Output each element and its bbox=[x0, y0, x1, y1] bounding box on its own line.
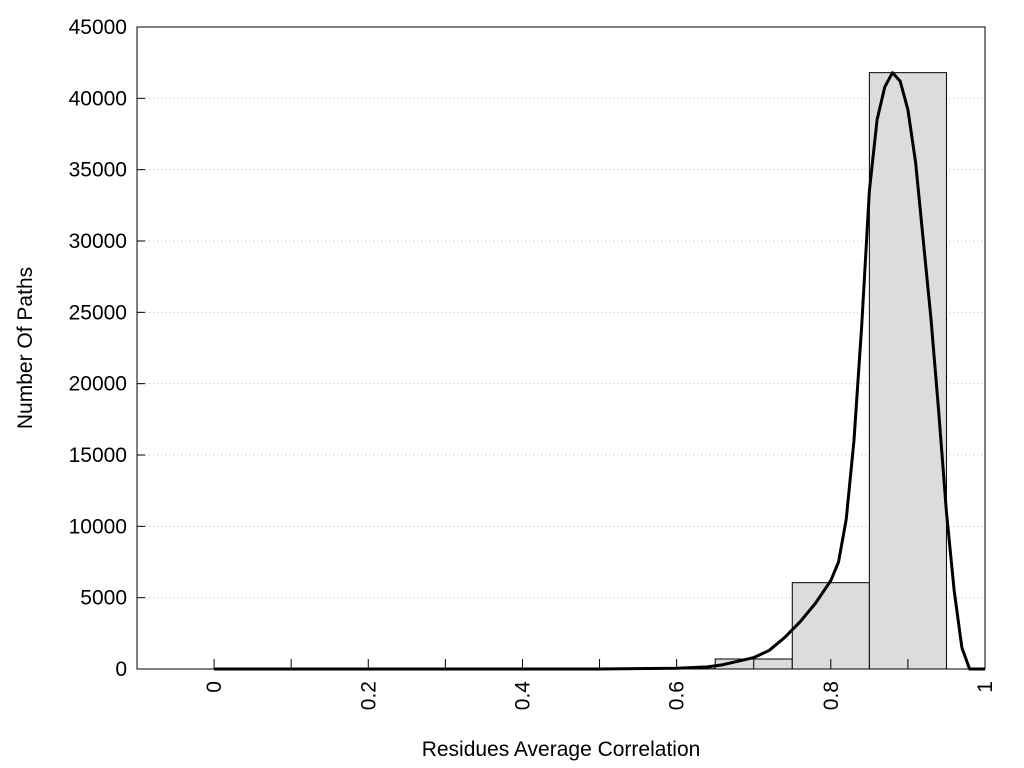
y-tick-label: 5000 bbox=[80, 587, 127, 610]
x-tick-label: 0.2 bbox=[357, 681, 380, 710]
x-tick-label: 1 bbox=[974, 681, 997, 693]
y-tick-label: 10000 bbox=[69, 515, 127, 538]
x-tick-label: 0.8 bbox=[820, 681, 843, 710]
y-tick-label: 35000 bbox=[69, 159, 127, 182]
y-tick-label: 40000 bbox=[69, 87, 127, 110]
y-tick-label: 45000 bbox=[69, 16, 127, 39]
y-tick-label: 15000 bbox=[69, 444, 127, 467]
x-axis-title: Residues Average Correlation bbox=[422, 738, 701, 761]
y-tick-label: 25000 bbox=[69, 301, 127, 324]
y-tick-label: 0 bbox=[115, 658, 127, 681]
y-axis-title: Number Of Paths bbox=[14, 267, 37, 429]
x-tick-label: 0 bbox=[203, 681, 226, 693]
histogram-bar bbox=[791, 582, 870, 670]
y-tick-label: 30000 bbox=[69, 230, 127, 253]
x-tick-label: 0.6 bbox=[666, 681, 689, 710]
plot-frame bbox=[136, 26, 986, 670]
x-tick-label: 0.4 bbox=[511, 681, 534, 711]
fit-curve bbox=[214, 71, 985, 671]
y-tick-label: 20000 bbox=[69, 373, 127, 396]
